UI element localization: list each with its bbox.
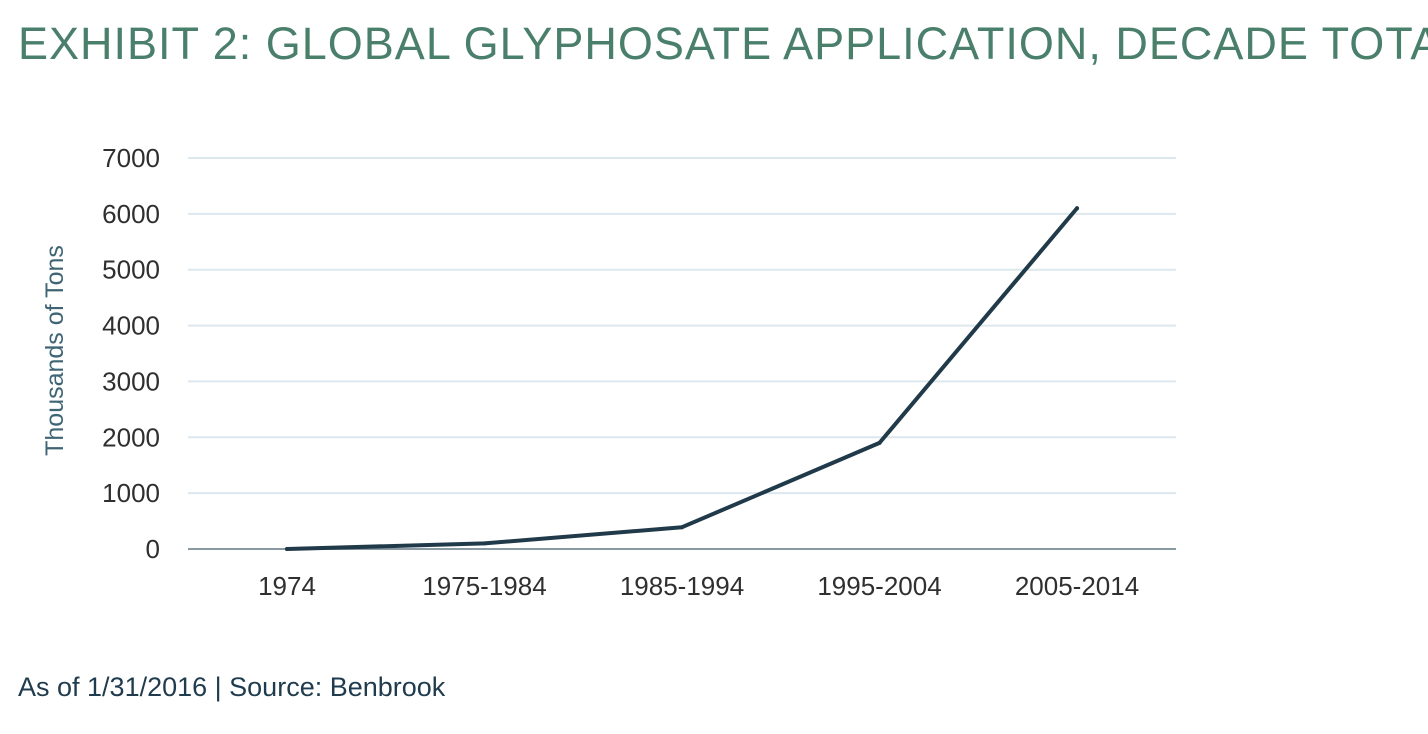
x-tick-label: 2005-2014 xyxy=(1015,571,1139,601)
y-tick-label: 0 xyxy=(146,534,160,564)
y-tick-label: 7000 xyxy=(102,143,160,173)
series-layer xyxy=(285,206,1079,551)
y-axis-ticks: 0 1000 2000 3000 4000 5000 6000 7000 xyxy=(102,143,160,564)
source-footnote: As of 1/31/2016 | Source: Benbrook xyxy=(18,672,446,702)
data-point xyxy=(285,547,289,551)
data-point xyxy=(1075,206,1079,211)
y-tick-label: 4000 xyxy=(102,311,160,341)
y-tick-label: 1000 xyxy=(102,478,160,508)
page-title: EXHIBIT 2: GLOBAL GLYPHOSATE APPLICATION… xyxy=(18,18,1428,69)
gridlines xyxy=(188,157,1176,495)
y-axis-label: Thousands of Tons xyxy=(41,245,69,456)
x-axis-ticks: 1974 1975-1984 1985-1994 1995-2004 2005-2014 xyxy=(258,571,1139,601)
series-line xyxy=(285,206,1079,551)
y-tick-label: 5000 xyxy=(102,255,160,285)
y-tick-label: 2000 xyxy=(102,422,160,452)
x-tick-label: 1985-1994 xyxy=(620,571,744,601)
data-point xyxy=(482,541,487,546)
line-chart: 0 1000 2000 3000 4000 5000 6000 7000 Thousands … xyxy=(41,143,1176,601)
data-point xyxy=(877,440,882,445)
x-tick-label: 1974 xyxy=(258,571,316,601)
y-tick-label: 3000 xyxy=(102,366,160,396)
x-tick-label: 1975-1984 xyxy=(422,571,546,601)
x-tick-label: 1995-2004 xyxy=(817,571,941,601)
data-point xyxy=(680,525,684,530)
y-tick-label: 6000 xyxy=(102,199,160,229)
